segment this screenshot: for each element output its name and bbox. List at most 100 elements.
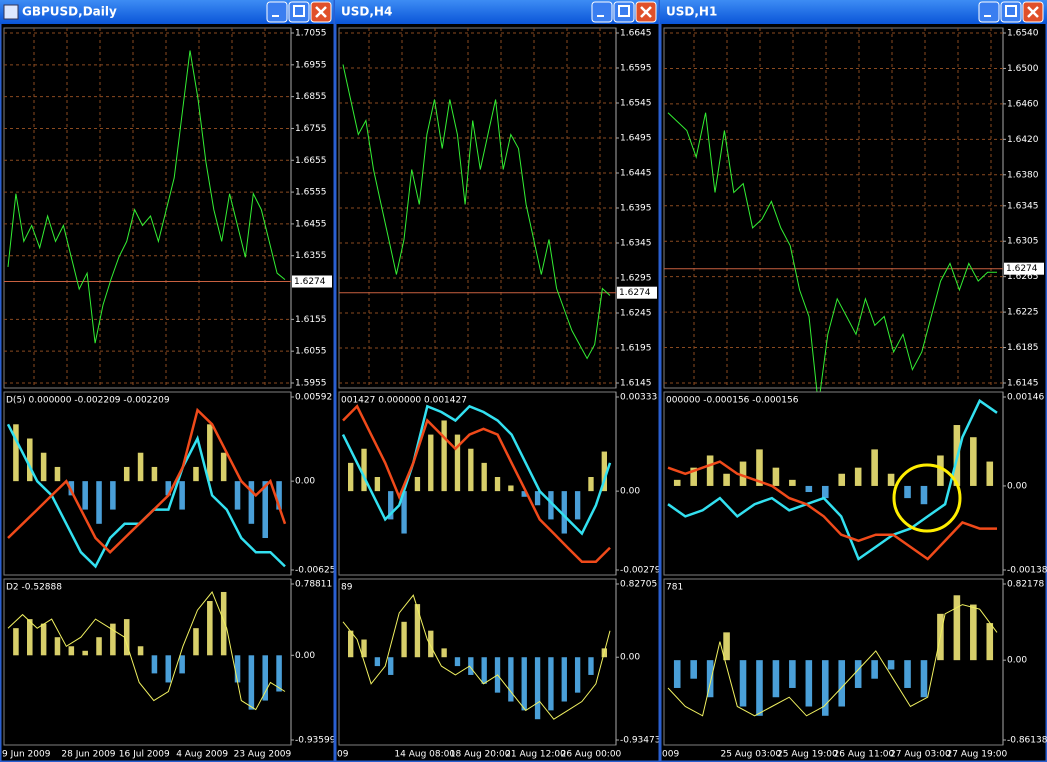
histogram-bar (561, 491, 567, 534)
panel-label: 001427 0.000000 0.001427 (341, 396, 467, 406)
histogram-bar (970, 604, 977, 661)
y-tick-label: 1.6545 (620, 99, 652, 109)
histogram-bar (179, 655, 185, 674)
histogram-bar (986, 623, 994, 661)
histogram-bar (481, 462, 487, 492)
histogram-bar (548, 491, 554, 520)
histogram-bar (151, 655, 158, 674)
x-tick-label: 23 Aug 2009 (234, 750, 292, 760)
histogram-bar (193, 466, 199, 482)
indicator-line (342, 404, 611, 564)
panel-label: D(5) 0.000000 -0.002209 -0.002209 (6, 396, 170, 406)
x-tick-label: 4 Aug 2009 (176, 750, 228, 760)
histogram-bar (821, 660, 829, 716)
minimize-button[interactable] (591, 1, 613, 23)
panel-label: D2 -0.52888 (6, 583, 62, 593)
histogram-bar (521, 657, 527, 711)
y-tick-label: 0.00 (620, 487, 640, 497)
histogram-bar (165, 481, 172, 496)
histogram-bar (508, 485, 514, 492)
histogram-bar (772, 467, 780, 486)
button-glyph (1027, 6, 1039, 18)
histogram-bar (937, 455, 944, 486)
x-tick-label: 27 Aug 19:00 (947, 750, 1008, 760)
histogram-bar (871, 449, 878, 486)
indicator-line (7, 407, 287, 554)
indicator-line (342, 594, 611, 720)
window-icon (3, 4, 19, 20)
x-tick-label: 14 Aug 08:00 (394, 750, 455, 760)
histogram-bar (262, 481, 268, 539)
y-tick-label: 1.6055 (295, 347, 327, 357)
y-tick-label: 1.6500 (1007, 64, 1039, 74)
y-tick-label: 1.6645 (620, 29, 652, 39)
y-tick-label: 1.6755 (295, 124, 327, 134)
histogram-bar (96, 481, 102, 524)
y-tick-label: -0.93473 (620, 736, 660, 746)
y-tick-label: 1.6555 (295, 188, 327, 198)
histogram-bar (179, 481, 185, 510)
y-tick-label: -0.00279 (620, 566, 661, 576)
y-tick-label: 1.6185 (1007, 343, 1039, 353)
minimize-button[interactable] (978, 1, 1000, 23)
histogram-bar (821, 485, 829, 499)
histogram-bar (772, 660, 780, 698)
histogram-bar (428, 434, 434, 492)
histogram-bar (534, 491, 541, 506)
y-tick-label: 0.82705 (620, 580, 657, 590)
histogram-bar (276, 655, 282, 692)
panel (3, 391, 292, 576)
indicator-line (342, 64, 611, 360)
y-tick-label: 1.6420 (1007, 135, 1039, 145)
histogram-bar (123, 466, 130, 482)
y-tick-label: 1.6195 (620, 344, 652, 354)
histogram-bar (234, 481, 241, 510)
y-tick-label: 1.6380 (1007, 170, 1039, 180)
price-label: 1.6274 (1006, 264, 1038, 274)
x-tick-label: 28 Jun 2009 (61, 750, 115, 760)
x-tick-label: 16 Jul 2009 (119, 750, 170, 760)
panel (338, 391, 617, 576)
histogram-bar (248, 655, 255, 710)
y-tick-label: 1.6225 (1007, 308, 1039, 318)
indicator-line (341, 404, 612, 536)
panel-label: 89 (341, 583, 353, 593)
y-tick-label: 1.6295 (620, 274, 652, 284)
histogram-bar (374, 476, 381, 492)
window-title: GBPUSD,Daily (22, 5, 117, 19)
histogram-bar (739, 660, 747, 707)
histogram-bar (401, 491, 407, 534)
histogram-bar (262, 655, 268, 701)
histogram-bar (561, 657, 567, 702)
histogram-bar (54, 466, 61, 482)
histogram-bar (508, 657, 514, 702)
histogram-bar (388, 657, 394, 675)
y-tick-label: 0.00146 (1007, 393, 1044, 403)
histogram-bar (414, 604, 421, 658)
y-tick-label: 1.6655 (295, 156, 327, 166)
histogram-bar (82, 481, 88, 510)
indicator-line (667, 112, 997, 406)
price-label: 1.6274 (619, 288, 651, 298)
histogram-bar (361, 448, 367, 492)
y-tick-label: 1.6460 (1007, 99, 1039, 109)
y-tick-label: 1.6955 (295, 60, 327, 70)
y-tick-label: 1.6540 (1007, 29, 1039, 39)
histogram-bar (454, 434, 461, 492)
histogram-bar (414, 476, 421, 492)
histogram-bar (27, 619, 33, 656)
histogram-bar (739, 461, 747, 486)
y-tick-label: 1.7055 (295, 29, 327, 39)
y-tick-label: 1.6155 (295, 315, 327, 325)
histogram-bar (348, 462, 354, 492)
histogram-bar (871, 660, 878, 679)
y-tick-label: 0.00 (620, 653, 640, 663)
x-tick-label: 009 (662, 750, 679, 760)
histogram-bar (756, 449, 763, 486)
histogram-bar (68, 646, 75, 656)
indicator-line (7, 50, 286, 344)
minimize-button[interactable] (266, 1, 288, 23)
button-glyph (315, 6, 327, 18)
histogram-bar (723, 632, 730, 661)
